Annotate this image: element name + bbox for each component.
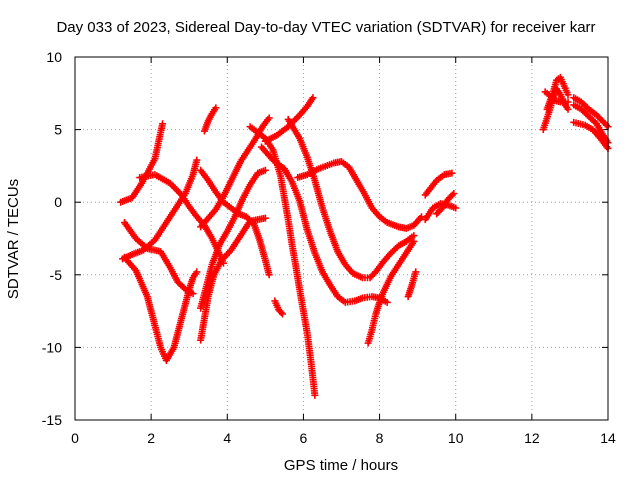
data-point-marker [448, 191, 456, 199]
y-tick-label: 10 [46, 49, 62, 65]
satellite-track [258, 143, 391, 306]
satellite-track [284, 115, 418, 282]
y-axis-label: SDTVAR / TECUs [5, 179, 22, 299]
satellite-track [433, 189, 458, 218]
y-tick-label: -5 [50, 267, 63, 283]
satellite-track [271, 297, 286, 318]
y-tick-label: -15 [42, 412, 62, 428]
satellite-track [120, 219, 197, 298]
x-tick-label: 12 [524, 430, 540, 446]
data-point-marker [261, 166, 269, 174]
satellite-track [119, 156, 201, 263]
data-marks [117, 73, 612, 399]
satellite-track [404, 268, 420, 301]
satellite-track [117, 120, 167, 206]
plot-frame [74, 56, 609, 421]
x-tick-label: 0 [71, 430, 79, 446]
data-point-marker [265, 114, 273, 122]
data-point-marker [311, 391, 319, 399]
data-point-marker [212, 104, 220, 112]
satellite-track [197, 166, 269, 312]
data-point-marker [309, 94, 317, 102]
data-point-marker [189, 290, 197, 298]
satellite-track [421, 169, 456, 199]
satellite-track [543, 73, 572, 113]
x-tick-label: 2 [147, 430, 155, 446]
x-tick-label: 4 [223, 430, 231, 446]
satellite-track [197, 166, 273, 279]
x-axis-label: GPS time / hours [284, 457, 398, 474]
satellite-track [364, 237, 418, 347]
axis-ticks: 0 2 4 6 8 10 12 14 -15 -10 -5 0 5 10 [42, 49, 616, 446]
data-point-marker [412, 268, 420, 276]
satellite-track [120, 253, 201, 364]
satellite-track [294, 158, 425, 232]
data-point-marker [193, 156, 201, 164]
data-point-marker [450, 189, 458, 197]
data-point-marker [564, 105, 572, 113]
y-tick-label: -10 [42, 339, 62, 355]
data-point-marker [159, 120, 167, 128]
data-point-marker [564, 91, 572, 99]
data-point-marker [417, 213, 425, 221]
x-tick-label: 14 [600, 430, 616, 446]
satellite-track [197, 214, 269, 344]
y-tick-label: 0 [54, 194, 62, 210]
x-tick-label: 10 [448, 430, 464, 446]
data-point-marker [452, 204, 460, 212]
data-point-marker [383, 298, 391, 306]
y-tick-label: 5 [54, 122, 62, 138]
data-point-marker [410, 237, 418, 245]
data-point-marker [603, 121, 611, 129]
data-point-marker [265, 271, 273, 279]
data-point-marker [564, 98, 572, 106]
satellite-track [570, 94, 612, 131]
x-tick-label: 8 [376, 430, 384, 446]
data-point-marker [278, 310, 286, 318]
data-point-marker [261, 214, 269, 222]
satellite-track [570, 118, 612, 152]
satellite-track [200, 104, 220, 135]
data-point-marker [193, 268, 201, 276]
x-tick-label: 6 [300, 430, 308, 446]
data-point-marker [448, 169, 456, 177]
chart-title: Day 033 of 2023, Sidereal Day-to-day VTE… [56, 19, 595, 36]
data-point-marker [277, 309, 285, 317]
